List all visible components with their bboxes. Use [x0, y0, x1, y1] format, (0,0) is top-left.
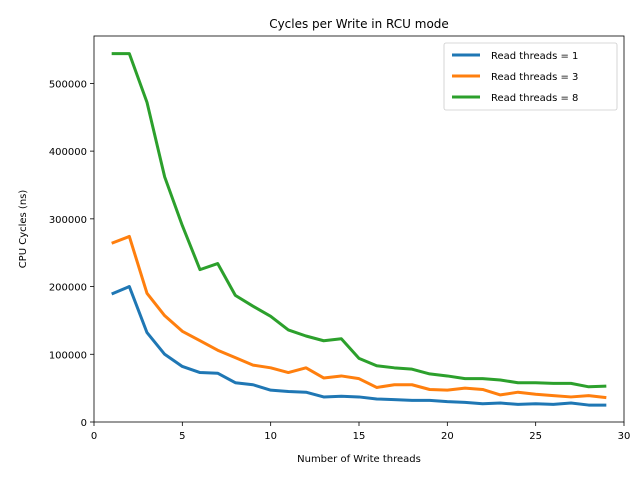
x-tick-label: 15 [353, 431, 366, 442]
y-axis-label: CPU Cycles (ns) [18, 190, 29, 269]
series-line-1 [111, 285, 607, 407]
chart-title: Cycles per Write in RCU mode [269, 17, 449, 31]
series-line-3 [111, 52, 607, 389]
y-tick-label: 500000 [49, 79, 87, 90]
y-tick-label: 200000 [49, 283, 87, 294]
x-tick-label: 20 [441, 431, 454, 442]
y-tick-label: 300000 [49, 215, 87, 226]
legend-label-1: Read threads = 1 [491, 51, 578, 62]
x-tick-label: 30 [618, 431, 631, 442]
legend-label-3: Read threads = 8 [491, 93, 578, 104]
y-tick-label: 100000 [49, 350, 87, 361]
x-tick-label: 25 [529, 431, 542, 442]
legend-box [443, 42, 618, 111]
x-axis: 0 5 10 15 20 25 30 [91, 422, 631, 442]
legend: Read threads = 1 Read threads = 3 Read thr… [443, 42, 618, 111]
x-tick-label: 0 [91, 431, 97, 442]
y-tick-label: 0 [81, 418, 87, 429]
x-tick-label: 5 [179, 431, 185, 442]
y-tick-label: 400000 [49, 147, 87, 158]
legend-label-2: Read threads = 3 [491, 72, 578, 83]
y-axis: 0 100000 200000 300000 400000 500000 [49, 79, 94, 429]
x-axis-label: Number of Write threads [297, 454, 421, 465]
x-tick-label: 10 [264, 431, 277, 442]
series-line-2 [111, 234, 607, 400]
